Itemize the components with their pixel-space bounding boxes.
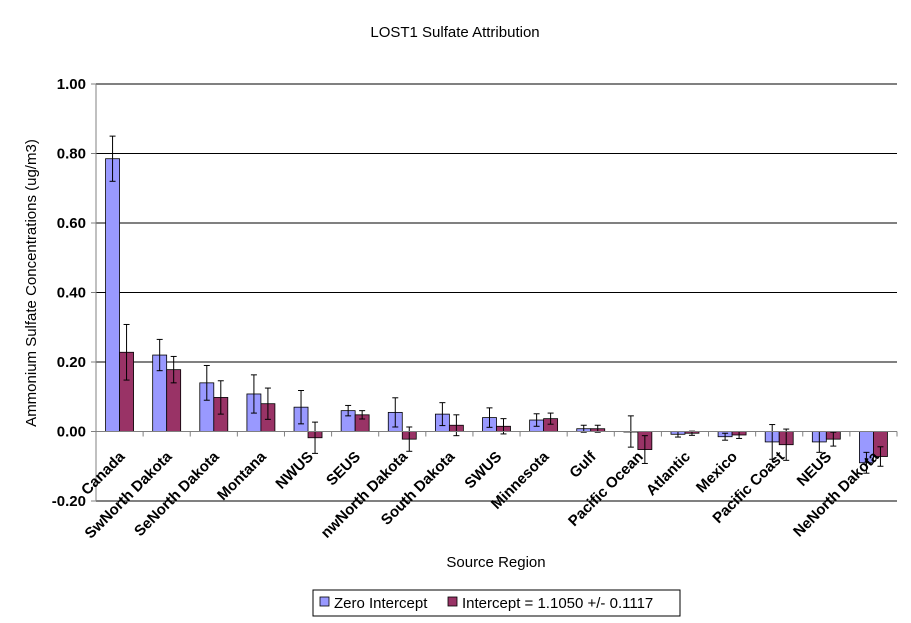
axes <box>95 84 898 501</box>
legend-box <box>312 589 681 617</box>
y-tick-label: 0.40 <box>57 285 86 302</box>
x-axis-title: Source Region <box>446 554 545 571</box>
x-category-label: Montana <box>214 448 270 504</box>
bar <box>105 158 120 432</box>
legend-label-intercept: Intercept = 1.1050 +/- 0.1117 <box>462 595 653 612</box>
chart-title: LOST1 Sulfate Attribution <box>370 24 539 41</box>
x-category-label: NeNorth Dakota <box>790 448 883 541</box>
y-tick-label: 0.20 <box>57 354 86 371</box>
x-category-label: Gulf <box>566 448 600 482</box>
y-axis-title: Ammonium Sulfate Concentrations (ug/m3) <box>23 139 40 427</box>
gridlines <box>91 83 897 502</box>
y-tick-label: 1.00 <box>57 76 86 93</box>
x-category-label: NWUS <box>272 448 316 492</box>
bars <box>105 135 888 474</box>
y-tick-label: 0.80 <box>57 146 86 163</box>
x-category-label: nwNorth Dakota <box>318 448 412 542</box>
x-category-label: SWUS <box>461 448 505 492</box>
legend-swatch-intercept <box>447 596 458 607</box>
legend-swatch-zero-intercept <box>319 596 330 607</box>
x-category-label: Atlantic <box>643 448 694 499</box>
legend: Zero Intercept Intercept = 1.1050 +/- 0.… <box>312 589 681 617</box>
x-category-label: SEUS <box>323 448 364 489</box>
y-tick-labels: -0.20 0.00 0.20 0.40 0.60 0.80 1.00 <box>52 76 86 510</box>
x-category-label: Mexico <box>693 448 741 496</box>
x-category-label: NEUS <box>794 448 835 489</box>
y-tick-label: 0.00 <box>57 424 86 441</box>
y-tick-label: 0.60 <box>57 215 86 232</box>
legend-label-zero-intercept: Zero Intercept <box>334 595 428 612</box>
x-category-label: SeNorth Dakota <box>131 448 223 540</box>
y-tick-label: -0.20 <box>52 493 86 510</box>
